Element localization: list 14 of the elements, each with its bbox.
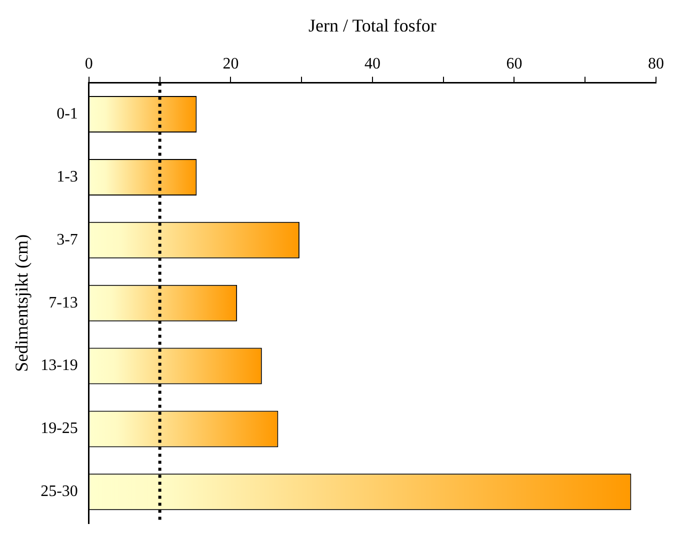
x-axis-title: Jern / Total fosfor (308, 16, 436, 36)
x-tick-label: 80 (648, 55, 664, 72)
y-tick-label: 0-1 (56, 105, 78, 122)
y-tick-label: 1-3 (56, 168, 78, 186)
y-tick-label: 3-7 (56, 231, 78, 248)
y-axis-title: Sedimentsjikt (cm) (12, 234, 32, 372)
y-tick-label: 13-19 (40, 357, 78, 374)
x-tick-label: 20 (222, 55, 239, 72)
y-tick-label: 7-13 (48, 294, 78, 312)
y-tick-label: 25-30 (40, 483, 78, 500)
x-tick-label: 0 (84, 55, 93, 72)
y-tick-label: 19-25 (40, 420, 78, 438)
x-tick-label: 40 (364, 55, 380, 72)
x-tick-label: 60 (506, 55, 522, 72)
